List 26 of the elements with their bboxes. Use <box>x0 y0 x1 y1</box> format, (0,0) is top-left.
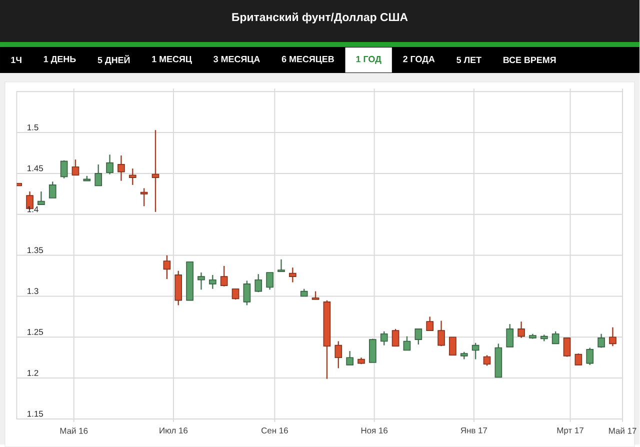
y-tick-label: 1.15 <box>28 410 43 417</box>
text: 1Ч <box>11 56 22 64</box>
text: 5 ДНЕЙ <box>98 55 130 65</box>
text: 1 МЕСЯЦ <box>152 56 192 64</box>
text: 6 МЕСЯЦЕВ <box>282 56 334 64</box>
y-tick-label: 1.4 <box>28 206 38 212</box>
y-tick-label: 1.45 <box>28 165 43 172</box>
x-tick-label: Янв 17 <box>460 428 487 434</box>
x-tick-label: Ноя 16 <box>361 428 388 434</box>
x-tick-label: Июл 16 <box>160 428 188 434</box>
text: 1 ДЕНЬ <box>44 56 76 64</box>
y-tick-label: 1.5 <box>28 124 38 130</box>
text: 5 ЛЕТ <box>456 56 482 64</box>
y-tick-label: 1.25 <box>28 329 43 336</box>
x-tick-label: Май 16 <box>60 428 88 434</box>
text: 1 ГОД <box>356 56 382 64</box>
y-tick-label: 1.35 <box>28 247 43 254</box>
y-tick-label: 1.2 <box>28 370 38 376</box>
text: 2 ГОДА <box>403 56 435 64</box>
x-tick-label: Мрт 17 <box>557 428 584 436</box>
text: ВСЕ ВРЕМЯ <box>504 56 556 64</box>
chart-title: Британский фунт/Доллар США <box>232 12 408 24</box>
x-tick-label: Сен 16 <box>262 428 288 434</box>
text: 3 МЕСЯЦА <box>214 56 260 64</box>
x-tick-label: Май 17 <box>609 428 636 434</box>
y-tick-label: 1.3 <box>28 288 38 294</box>
